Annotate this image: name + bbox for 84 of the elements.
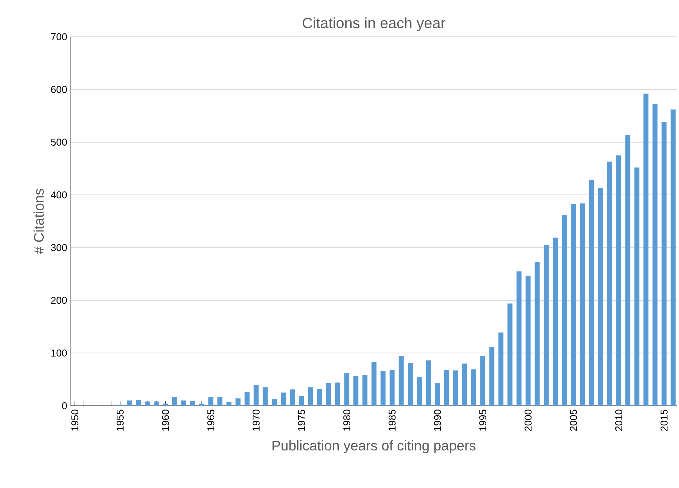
bar	[562, 215, 568, 406]
y-tick-label: 400	[51, 192, 68, 199]
y-axis-title: # Citations	[34, 189, 44, 254]
bar	[218, 397, 223, 406]
bar	[208, 397, 214, 406]
bar	[326, 383, 332, 406]
y-tick-label: 0	[62, 402, 68, 410]
bar	[526, 276, 531, 406]
x-tick-label: 1970	[252, 410, 260, 431]
y-tick-label: 600	[51, 86, 68, 94]
bar	[544, 245, 549, 406]
bar	[290, 390, 296, 406]
y-tick-label: 700	[51, 33, 68, 41]
bar	[181, 400, 186, 406]
bar	[580, 204, 586, 406]
bar	[380, 371, 386, 406]
bar	[308, 388, 314, 406]
bar	[534, 262, 540, 406]
bar	[516, 272, 522, 406]
x-tick-label: 1985	[388, 410, 396, 431]
bar	[226, 402, 232, 406]
bar	[354, 376, 359, 406]
bar	[589, 180, 594, 406]
x-tick-label: 1955	[116, 410, 124, 431]
x-tick-label: 2000	[524, 410, 532, 432]
x-tick-label: 2005	[570, 410, 578, 432]
x-axis-title: Publication years of citing papers	[272, 440, 476, 454]
bar	[553, 238, 558, 406]
bar	[281, 392, 286, 406]
bar	[616, 156, 622, 406]
x-tick-label: 1950	[72, 410, 79, 431]
y-tick-label: 200	[51, 297, 68, 304]
x-tick-label: 1995	[479, 410, 487, 431]
bar	[317, 389, 322, 406]
bar	[335, 382, 340, 406]
bar	[644, 94, 649, 406]
bar	[172, 397, 178, 406]
bar	[344, 373, 350, 406]
bar	[362, 375, 368, 406]
bar	[626, 135, 631, 406]
bar	[398, 356, 404, 406]
bar	[390, 370, 395, 406]
bar	[634, 168, 640, 406]
bar	[417, 378, 422, 406]
bar	[372, 362, 377, 406]
bar	[435, 383, 440, 406]
x-tick-label: 2015	[660, 410, 668, 432]
bar	[498, 332, 504, 406]
bar	[272, 399, 278, 406]
bar	[571, 204, 576, 406]
y-tick-label: 500	[51, 138, 68, 146]
bar	[262, 388, 268, 406]
bar	[190, 401, 196, 406]
x-tick-label: 1980	[344, 410, 351, 431]
bar	[598, 188, 604, 406]
bar	[254, 385, 259, 406]
x-tick-label: 1965	[208, 410, 215, 431]
bar	[490, 346, 495, 406]
x-tick-label: 2010	[615, 410, 623, 432]
bar	[126, 400, 132, 406]
y-tick-label: 100	[52, 350, 68, 357]
bar	[670, 110, 676, 406]
x-tick-label: 1960	[162, 410, 170, 431]
y-tick-label: 300	[51, 244, 68, 252]
bar	[408, 363, 413, 406]
bar	[453, 370, 458, 406]
bar	[607, 162, 612, 406]
bar	[480, 356, 486, 406]
bar	[652, 104, 658, 406]
bar	[462, 364, 468, 406]
bar	[426, 360, 432, 406]
x-tick-label: 1975	[298, 410, 306, 431]
bar	[244, 392, 250, 406]
bar	[145, 402, 150, 406]
bar	[444, 370, 450, 406]
bar	[299, 396, 304, 406]
bar	[154, 402, 160, 406]
bar	[136, 400, 142, 406]
x-tick-label: 1990	[434, 410, 442, 431]
bar	[236, 398, 241, 406]
bar	[662, 122, 667, 406]
bar	[471, 370, 476, 406]
bar	[508, 304, 513, 406]
chart-title: Citations in each year	[302, 18, 446, 32]
